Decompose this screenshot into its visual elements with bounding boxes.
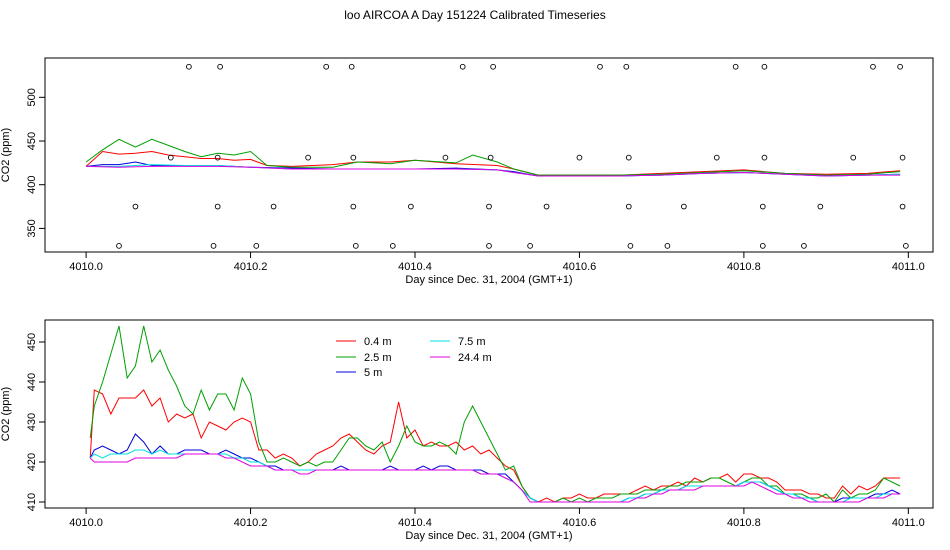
y-tick-label: 400: [26, 176, 38, 194]
y-tick-label: 450: [26, 333, 38, 351]
series-line: [89, 325, 901, 503]
x-tick-label: 4011.0: [892, 517, 925, 529]
data-point-circle: [350, 154, 357, 161]
data-point-circle: [442, 154, 449, 161]
data-point-circle: [899, 154, 906, 161]
legend-label: 7.5 m: [458, 336, 486, 348]
data-point-circle: [486, 203, 492, 210]
x-axis-label: Day since Dec. 31, 2004 (GMT+1): [405, 530, 572, 542]
data-point-circle: [116, 243, 122, 249]
x-tick-label: 4010.6: [563, 261, 597, 273]
legend: 0.4 m 2.5 m 5 m 7.5 m 24.4 m: [336, 336, 492, 379]
data-point-circle: [817, 203, 824, 210]
data-point-circle: [597, 63, 603, 70]
x-tick-label: 4011.0: [892, 261, 925, 273]
legend-label: 2.5 m: [364, 352, 392, 364]
series-line: [89, 433, 901, 503]
data-point-circle: [903, 243, 909, 249]
x-tick-label: 4010.2: [234, 261, 268, 273]
data-point-circle: [270, 203, 277, 210]
series-line: [85, 150, 901, 176]
x-tick-label: 4010.6: [563, 517, 597, 529]
data-point-circle: [132, 203, 139, 210]
data-point-circle: [490, 63, 496, 70]
x-tick-label: 4010.8: [727, 517, 761, 529]
y-tick-label: 410: [26, 493, 38, 511]
data-point-circle: [323, 63, 330, 70]
data-point-circle: [625, 154, 632, 161]
series-line: [89, 453, 901, 503]
data-point-circle: [623, 63, 630, 70]
series-line: [86, 165, 901, 177]
y-tick-label: 450: [26, 132, 38, 150]
x-tick-label: 4010.2: [234, 517, 268, 529]
data-point-circle: [681, 203, 687, 210]
y-tick-label: 420: [26, 453, 38, 471]
data-point-circle: [217, 63, 223, 70]
data-point-circle: [543, 203, 550, 210]
data-point-circle: [761, 154, 768, 161]
data-point-circle: [625, 203, 632, 210]
x-tick-label: 4010.0: [69, 517, 103, 529]
data-point-circle: [167, 154, 174, 161]
legend-label: 24.4 m: [458, 352, 492, 364]
data-point-circle: [801, 243, 807, 249]
series-line: [89, 389, 901, 503]
y-tick-label: 500: [26, 88, 38, 106]
plot-area: [85, 63, 909, 249]
x-tick-label: 4010.4: [398, 517, 432, 529]
data-point-circle: [214, 203, 221, 210]
data-point-circle: [897, 63, 903, 70]
y-tick-label: 350: [26, 219, 38, 237]
figure-title: loo AIRCOA A Day 151224 Calibrated Times…: [344, 8, 606, 22]
data-point-circle: [576, 154, 583, 161]
data-point-circle: [253, 243, 260, 249]
data-point-circle: [486, 243, 492, 249]
data-point-circle: [664, 243, 671, 249]
top-chart: 4010.0 4010.2 4010.4 4010.6 4010.8 4011.0 350 4…: [0, 57, 934, 286]
x-tick-label: 4010.4: [398, 261, 432, 273]
bottom-chart: 4010.0 4010.2 4010.4 4010.6 4010.8 4011.0 410 4…: [0, 319, 934, 542]
data-point-circle: [305, 154, 311, 161]
data-point-circle: [761, 63, 768, 70]
data-point-circle: [348, 63, 355, 70]
y-tick-label: 440: [26, 373, 38, 391]
data-point-circle: [350, 203, 357, 210]
data-point-circle: [850, 154, 857, 161]
series-line: [85, 138, 901, 176]
data-point-circle: [214, 154, 221, 161]
data-point-circle: [870, 63, 876, 70]
data-point-circle: [487, 154, 494, 161]
data-point-circle: [459, 63, 466, 70]
plot-frame: [44, 319, 934, 509]
legend-label: 5 m: [364, 367, 382, 379]
data-point-circle: [627, 243, 634, 249]
x-tick-label: 4010.0: [69, 261, 103, 273]
data-point-circle: [408, 203, 414, 210]
y-axis-label: CO2 (ppm): [0, 128, 12, 182]
data-point-circle: [899, 203, 906, 210]
data-point-circle: [389, 243, 396, 249]
data-point-circle: [732, 63, 739, 70]
data-point-circle: [527, 243, 533, 249]
x-tick-label: 4010.8: [727, 261, 761, 273]
y-tick-label: 430: [26, 413, 38, 431]
data-point-circle: [713, 154, 720, 161]
legend-label: 0.4 m: [364, 336, 392, 348]
plot-frame: [44, 57, 934, 253]
data-point-circle: [352, 243, 359, 249]
y-axis-label: CO2 (ppm): [0, 387, 12, 441]
data-point-circle: [210, 243, 217, 249]
plot-area: [89, 325, 901, 503]
data-point-circle: [759, 243, 766, 249]
data-point-circle: [759, 203, 766, 210]
x-axis-label: Day since Dec. 31, 2004 (GMT+1): [405, 274, 572, 286]
data-point-circle: [186, 63, 192, 70]
